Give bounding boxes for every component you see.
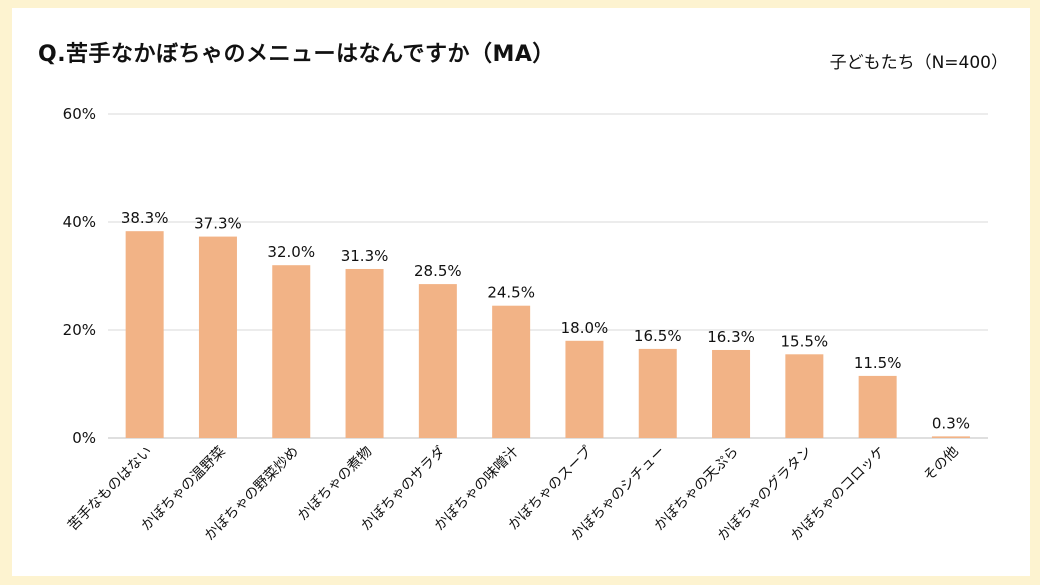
bar: [712, 349, 751, 438]
bar: [638, 348, 677, 438]
data-label: 11.5%: [854, 354, 902, 372]
data-label: 37.3%: [194, 215, 242, 233]
data-label: 24.5%: [487, 284, 535, 302]
data-label: 16.3%: [707, 328, 755, 346]
data-label: 16.5%: [634, 327, 682, 345]
data-label: 32.0%: [267, 243, 315, 261]
y-tick-label: 20%: [63, 321, 96, 339]
data-label: 18.0%: [561, 319, 609, 337]
bar: [418, 284, 457, 438]
bar: [931, 436, 970, 438]
bar: [785, 354, 824, 438]
x-tick-label: その他: [921, 444, 962, 485]
data-label: 0.3%: [932, 414, 970, 432]
chart-subtitle: 子どもたち（N=400）: [829, 53, 1008, 73]
x-tick-label: かぼちゃの煮物: [295, 444, 376, 525]
data-label: 31.3%: [341, 247, 389, 265]
chart-frame: Q.苦手なかぼちゃのメニューはなんですか（MA） 子どもたち（N=400）: [12, 8, 1030, 576]
y-tick-label: 40%: [63, 213, 96, 231]
bar: [345, 268, 384, 438]
bar: [492, 305, 531, 438]
bar: [125, 231, 164, 438]
y-tick-label: 60%: [63, 105, 96, 123]
chart-title: Q.苦手なかぼちゃのメニューはなんですか（MA）: [38, 42, 555, 67]
data-label: 38.3%: [121, 209, 169, 227]
data-label: 15.5%: [781, 332, 829, 350]
bar: [858, 375, 897, 438]
bar: [565, 340, 604, 438]
bar: [272, 265, 311, 438]
data-label: 28.5%: [414, 262, 462, 280]
bar: [198, 236, 237, 438]
y-tick-label: 0%: [72, 429, 96, 447]
